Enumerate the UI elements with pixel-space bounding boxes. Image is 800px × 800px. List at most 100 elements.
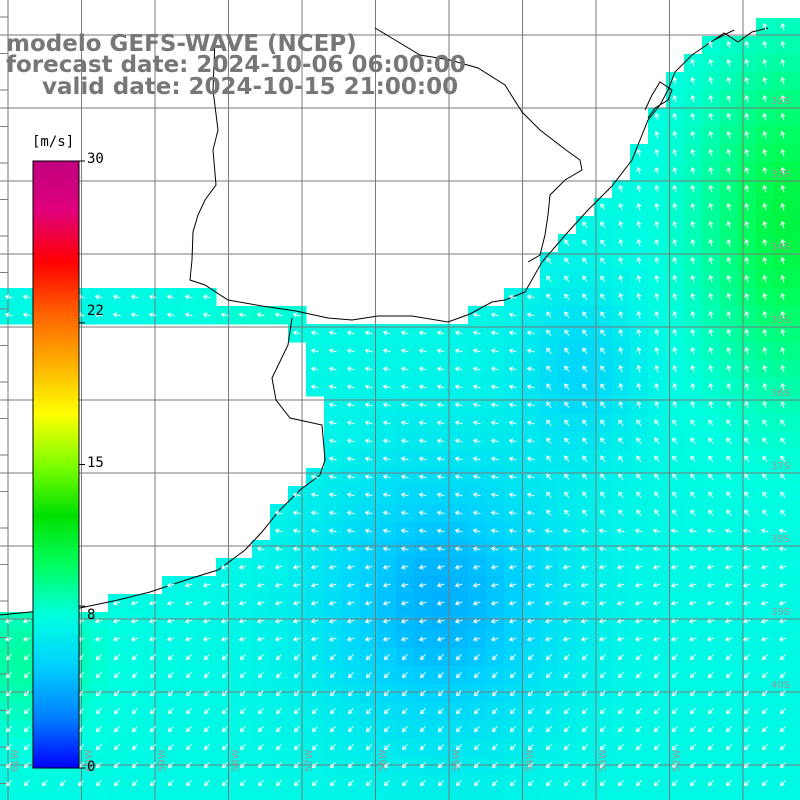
wind-arrow: [780, 491, 786, 499]
wind-arrow: [564, 383, 570, 391]
wind-arrow: [472, 366, 481, 372]
wind-arrow: [418, 402, 427, 408]
wind-arrow: [726, 473, 732, 481]
wind-arrow: [346, 492, 355, 498]
wind-arrow: [418, 420, 427, 426]
wind-arrow: [23, 708, 30, 715]
wind-arrow: [618, 184, 624, 193]
wind-arrow: [436, 348, 445, 354]
wind-arrow: [635, 708, 642, 715]
wind-arrow: [401, 690, 408, 697]
wind-arrow: [418, 582, 427, 588]
wind-arrow: [780, 346, 786, 355]
wind-arrow: [582, 347, 588, 355]
wind-arrow: [778, 564, 787, 570]
wind-arrow: [256, 636, 265, 642]
wind-arrow: [221, 690, 228, 697]
valid-date: valid date: 2024-10-15 21:00:00: [42, 74, 459, 100]
wind-arrow: [762, 130, 768, 139]
wind-arrow: [652, 636, 661, 642]
wind-cell: [432, 792, 451, 800]
wind-arrow: [364, 474, 373, 480]
wind-arrow: [310, 474, 319, 480]
wind-arrow: [328, 582, 337, 588]
wind-cell: [792, 162, 800, 181]
wind-arrow: [725, 708, 732, 715]
wind-arrow: [707, 690, 714, 697]
wind-arrow: [636, 274, 642, 283]
wind-arrow: [762, 346, 768, 355]
wind-arrow: [455, 780, 462, 787]
wind-arrow: [382, 384, 391, 390]
wind-arrow: [726, 166, 732, 175]
wind-arrow: [202, 600, 211, 606]
wind-arrow: [670, 618, 679, 624]
wind-cell: [522, 792, 541, 800]
wind-cell: [792, 630, 800, 649]
wind-arrow: [203, 726, 210, 733]
wind-arrow: [328, 456, 337, 462]
wind-arrow: [672, 238, 678, 247]
wind-arrow: [508, 420, 517, 426]
wind-arrow: [472, 582, 481, 588]
wind-arrow: [780, 112, 786, 121]
wind-arrow: [654, 202, 660, 211]
wind-arrow: [780, 40, 786, 49]
wind-arrow: [726, 58, 732, 67]
wind-arrow: [744, 184, 750, 193]
wind-arrow: [599, 762, 606, 769]
wind-cell: [144, 792, 163, 800]
wind-arrow: [654, 382, 660, 391]
wind-cell: [396, 792, 415, 800]
wind-arrow: [527, 708, 534, 715]
wind-arrow: [780, 130, 786, 139]
wind-arrow: [582, 293, 588, 301]
wind-arrow: [636, 455, 642, 463]
wind-arrow: [742, 528, 751, 534]
wind-arrow: [778, 546, 787, 552]
wind-arrow: [780, 364, 786, 373]
wind-arrow: [400, 366, 409, 372]
wind-arrow: [5, 708, 12, 715]
wind-cell: [792, 180, 800, 199]
wind-arrow: [527, 726, 534, 733]
wind-arrow: [59, 780, 66, 787]
wind-arrow: [744, 364, 750, 373]
wind-arrow: [672, 166, 678, 175]
wind-arrow: [346, 510, 355, 516]
wind-arrow: [618, 455, 624, 463]
wind-arrow: [582, 257, 588, 265]
wind-arrow: [509, 672, 516, 679]
wind-arrow: [257, 690, 264, 697]
wind-arrow: [600, 437, 606, 445]
wind-arrow: [275, 726, 282, 733]
wind-arrow: [490, 474, 499, 480]
wind-cell: [792, 594, 800, 613]
wind-arrow: [690, 256, 696, 265]
wind-arrow: [473, 780, 480, 787]
wind-arrow: [706, 528, 715, 534]
wind-arrow: [328, 546, 337, 552]
wind-arrow: [508, 402, 517, 408]
wind-arrow: [364, 510, 373, 516]
wind-arrow: [635, 744, 642, 751]
wind-arrow: [672, 292, 678, 301]
wind-arrow: [760, 636, 769, 642]
wind-arrow: [526, 546, 535, 552]
wind-arrow: [95, 654, 102, 661]
wind-arrow: [383, 654, 390, 661]
wind-arrow: [582, 509, 588, 517]
wind-arrow: [672, 112, 678, 121]
wind-arrow: [725, 654, 732, 661]
wind-arrow: [672, 274, 678, 283]
wind-arrow: [400, 438, 409, 444]
wind-arrow: [328, 384, 337, 390]
wind-arrow: [437, 762, 444, 769]
wind-arrow: [238, 618, 247, 624]
wind-arrow: [672, 202, 678, 211]
wind-arrow: [762, 238, 768, 247]
wind-arrow: [778, 600, 787, 606]
wind-arrow: [437, 744, 444, 751]
wind-arrow: [708, 94, 714, 103]
wind-arrow: [400, 384, 409, 390]
